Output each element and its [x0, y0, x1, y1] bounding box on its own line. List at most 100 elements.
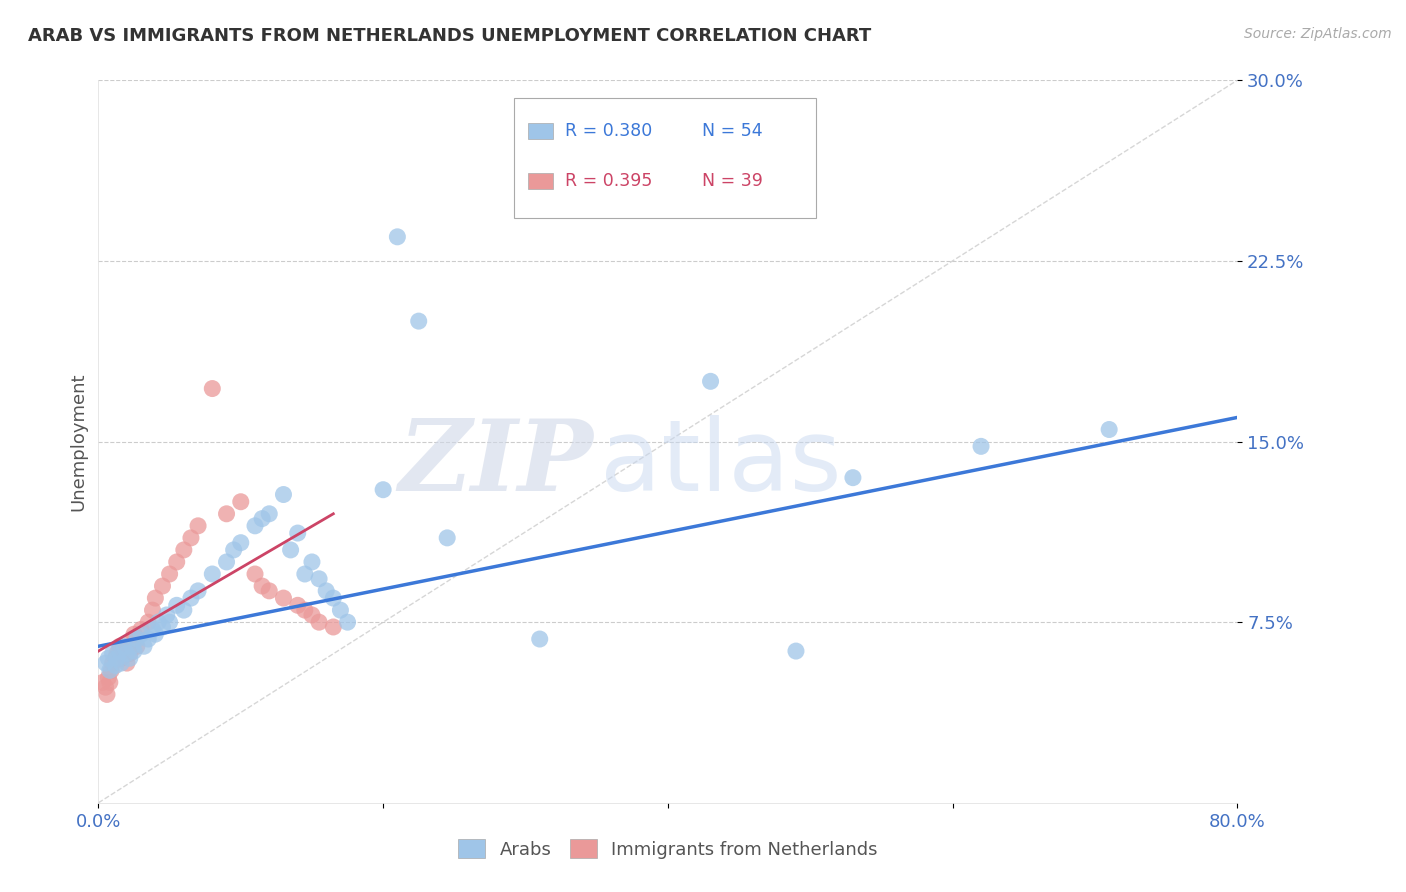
Point — [121, 632, 143, 646]
Point — [215, 555, 238, 569]
Point — [145, 627, 167, 641]
Point — [125, 639, 148, 653]
Point — [336, 615, 359, 630]
Point — [529, 632, 551, 646]
Point — [96, 687, 118, 701]
Point — [222, 542, 245, 557]
Point — [129, 627, 152, 641]
Y-axis label: Unemployment: Unemployment — [69, 372, 87, 511]
Point — [387, 230, 409, 244]
Point — [785, 644, 807, 658]
Point — [108, 639, 131, 653]
Point — [112, 639, 135, 653]
Point — [145, 591, 167, 605]
Text: N = 54: N = 54 — [702, 122, 762, 140]
Point — [148, 615, 170, 630]
Point — [229, 494, 252, 508]
Point — [118, 647, 141, 661]
Point — [287, 526, 309, 541]
Point — [699, 374, 721, 388]
Point — [970, 439, 993, 453]
Point — [94, 656, 117, 670]
Text: Source: ZipAtlas.com: Source: ZipAtlas.com — [1244, 27, 1392, 41]
Point — [1098, 422, 1121, 436]
Text: R = 0.380: R = 0.380 — [565, 122, 652, 140]
Point — [329, 603, 352, 617]
Bar — [527, 123, 553, 139]
Point — [301, 607, 323, 622]
Point — [98, 675, 121, 690]
Point — [97, 671, 120, 685]
Point — [141, 603, 163, 617]
Point — [201, 382, 224, 396]
Point — [104, 658, 127, 673]
Point — [842, 470, 865, 484]
Text: ZIP: ZIP — [399, 415, 593, 511]
Point — [308, 572, 330, 586]
Point — [122, 644, 145, 658]
Point — [105, 647, 128, 661]
Point — [187, 518, 209, 533]
Point — [166, 555, 188, 569]
Point — [273, 487, 295, 501]
Point — [152, 620, 174, 634]
Point — [122, 627, 145, 641]
Point — [136, 632, 159, 646]
Point — [115, 647, 138, 661]
Text: N = 39: N = 39 — [702, 172, 763, 190]
Point — [129, 623, 152, 637]
Point — [98, 664, 121, 678]
Text: R = 0.395: R = 0.395 — [565, 172, 652, 190]
Legend: Arabs, Immigrants from Netherlands: Arabs, Immigrants from Netherlands — [451, 832, 884, 866]
Point — [215, 507, 238, 521]
Point — [173, 603, 195, 617]
Point — [180, 591, 202, 605]
Point — [301, 555, 323, 569]
Point — [322, 591, 344, 605]
Point — [322, 620, 344, 634]
Point — [101, 656, 124, 670]
Point — [97, 651, 120, 665]
Point — [259, 507, 281, 521]
Point — [308, 615, 330, 630]
Point — [104, 651, 127, 665]
Point — [180, 531, 202, 545]
Text: ARAB VS IMMIGRANTS FROM NETHERLANDS UNEMPLOYMENT CORRELATION CHART: ARAB VS IMMIGRANTS FROM NETHERLANDS UNEM… — [28, 27, 872, 45]
Point — [243, 567, 266, 582]
Point — [280, 542, 302, 557]
Point — [173, 542, 195, 557]
Point — [118, 651, 141, 665]
Point — [294, 603, 316, 617]
FancyBboxPatch shape — [515, 98, 815, 218]
Point — [243, 518, 266, 533]
Point — [436, 531, 458, 545]
Point — [166, 599, 188, 613]
Point — [315, 583, 337, 598]
Point — [125, 632, 148, 646]
Point — [105, 651, 128, 665]
Point — [250, 511, 273, 525]
Point — [136, 615, 159, 630]
Point — [108, 644, 131, 658]
Point — [250, 579, 273, 593]
Point — [287, 599, 309, 613]
Point — [94, 680, 117, 694]
Point — [159, 567, 181, 582]
Point — [273, 591, 295, 605]
Point — [259, 583, 281, 598]
Point — [121, 639, 143, 653]
Point — [101, 647, 124, 661]
Point — [115, 656, 138, 670]
Point — [100, 664, 122, 678]
Point — [408, 314, 430, 328]
Point — [229, 535, 252, 549]
Point — [201, 567, 224, 582]
Point — [294, 567, 316, 582]
Bar — [527, 173, 553, 189]
Point — [187, 583, 209, 598]
Point — [132, 639, 155, 653]
Point — [110, 651, 132, 665]
Point — [112, 644, 135, 658]
Point — [152, 579, 174, 593]
Point — [91, 675, 114, 690]
